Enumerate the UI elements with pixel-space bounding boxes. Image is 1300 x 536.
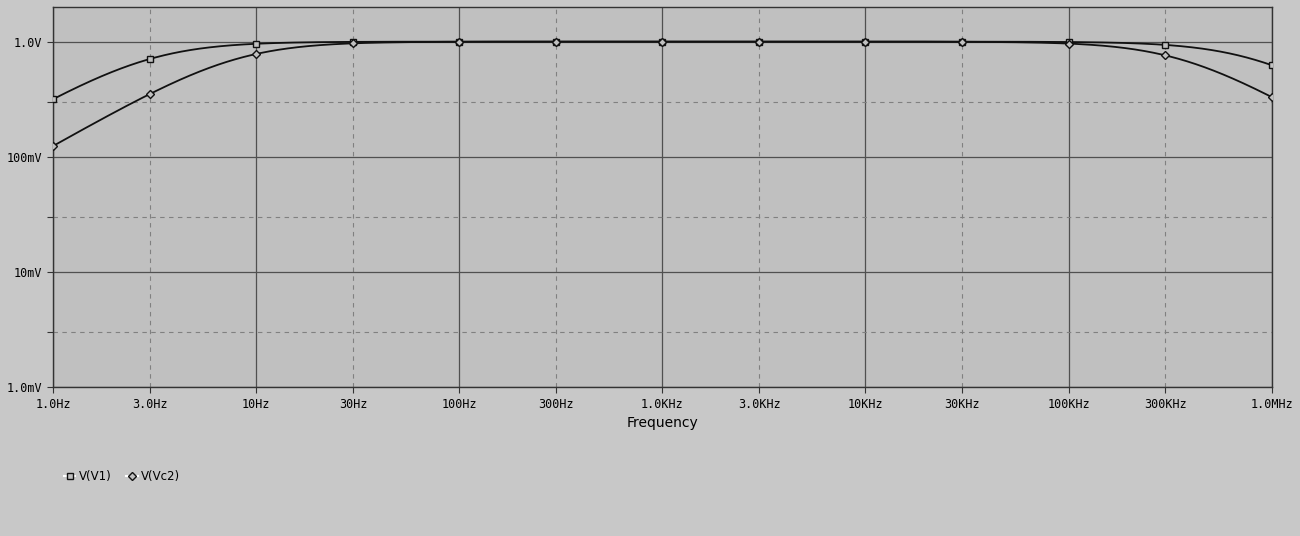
X-axis label: Frequency: Frequency (627, 416, 698, 430)
Legend: V(V1), V(Vc2): V(V1), V(Vc2) (58, 465, 185, 488)
